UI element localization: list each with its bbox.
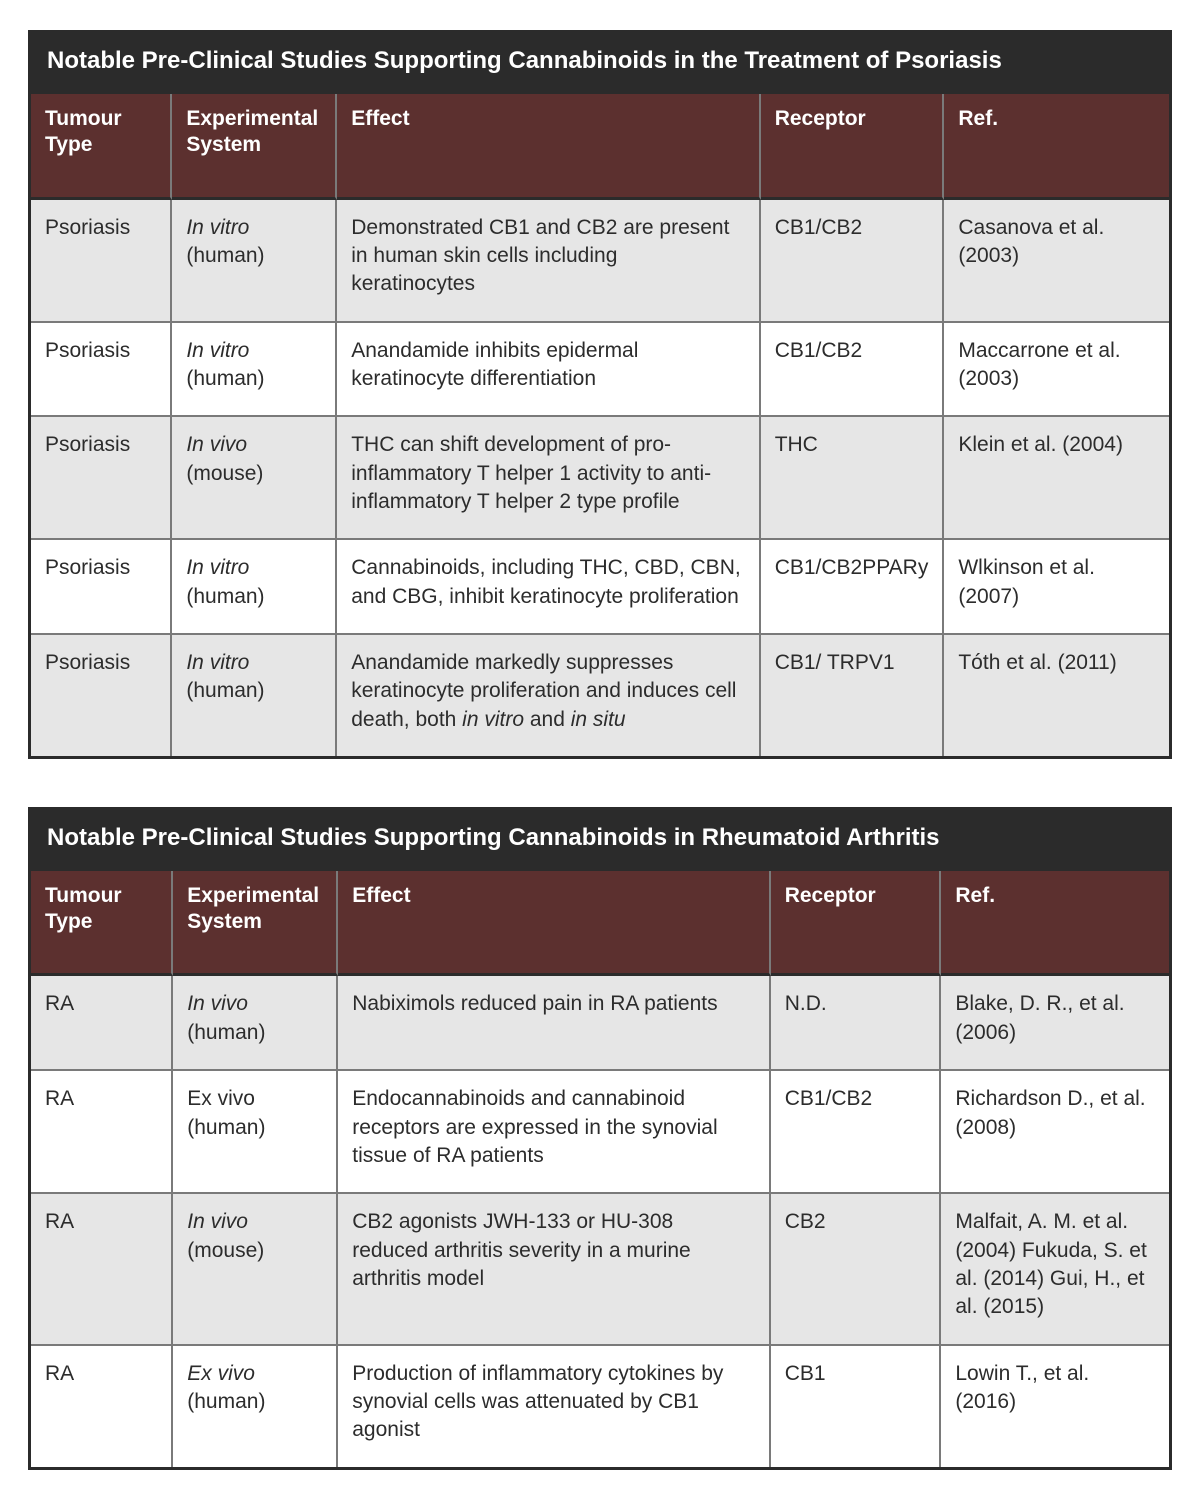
cell-tumour-type: Psoriasis xyxy=(31,200,172,323)
studies-table: Notable Pre-Clinical Studies Supporting … xyxy=(28,807,1172,1470)
cell-effect: Demonstrated CB1 and CB2 are present in … xyxy=(337,200,760,323)
cell-effect: THC can shift development of pro-inflamm… xyxy=(337,417,760,540)
studies-table: Notable Pre-Clinical Studies Supporting … xyxy=(28,30,1172,759)
table-row: RAIn vivo (human)Nabiximols reduced pain… xyxy=(31,976,1169,1071)
cell-tumour-type: Psoriasis xyxy=(31,323,172,418)
cell-effect: Cannabinoids, including THC, CBD, CBN, a… xyxy=(337,540,760,635)
cell-receptor: CB1/ TRPV1 xyxy=(761,635,945,756)
cell-receptor: N.D. xyxy=(771,976,942,1071)
system-italic: In vitro xyxy=(186,556,249,579)
cell-tumour-type: RA xyxy=(31,1346,173,1467)
system-italic: In vivo xyxy=(187,992,248,1015)
table-row: RA Ex vivo (human) Endocannabinoids and ca… xyxy=(31,1071,1169,1194)
system-plain: (human) xyxy=(187,1021,265,1044)
system-plain: (human) xyxy=(186,679,264,702)
cell-tumour-type: RA xyxy=(31,976,173,1071)
effect-italic-segment: in vitro xyxy=(462,708,524,731)
column-header: Receptor xyxy=(771,871,942,977)
effect-segment: and xyxy=(524,708,571,731)
effect-segment: Nabiximols reduced pain in RA patients xyxy=(352,992,717,1015)
cell-experimental-system: In vivo (mouse) xyxy=(172,417,337,540)
effect-segment: Cannabinoids, including THC, CBD, CBN, a… xyxy=(351,556,740,607)
effect-segment: Endocannabinoids and cannabinoid recepto… xyxy=(352,1087,717,1167)
cell-receptor: CB1/CB2 xyxy=(761,200,945,323)
system-italic: In vitro xyxy=(186,216,249,239)
table-row: PsoriasisIn vitro (human)Cannabinoids, i… xyxy=(31,540,1169,635)
cell-effect: Nabiximols reduced pain in RA patients xyxy=(338,976,770,1071)
table-title: Notable Pre-Clinical Studies Supporting … xyxy=(31,810,1169,871)
tables-container: Notable Pre-Clinical Studies Supporting … xyxy=(28,30,1172,1470)
column-header: Ref. xyxy=(941,871,1169,977)
cell-tumour-type: Psoriasis xyxy=(31,635,172,756)
effect-segment: THC can shift development of pro-inflamm… xyxy=(351,433,711,513)
cell-experimental-system: In vitro (human) xyxy=(172,323,337,418)
effect-italic-segment: in situ xyxy=(571,708,626,731)
table-row: PsoriasisIn vitro (human)Demonstrated CB… xyxy=(31,200,1169,323)
cell-experimental-system: In vitro (human) xyxy=(172,635,337,756)
column-header: Tumour Type xyxy=(31,871,173,977)
cell-experimental-system: Ex vivo (human) xyxy=(173,1346,338,1467)
system-plain: (human) xyxy=(186,367,264,390)
cell-experimental-system: In vitro (human) xyxy=(172,540,337,635)
system-plain: (mouse) xyxy=(186,462,263,485)
cell-receptor: CB1/CB2 xyxy=(761,323,945,418)
cell-reference: Tóth et al. (2011) xyxy=(944,635,1169,756)
cell-experimental-system: In vitro (human) xyxy=(172,200,337,323)
cell-tumour-type: RA xyxy=(31,1194,173,1345)
system-italic: Ex vivo xyxy=(187,1362,255,1385)
cell-reference: Lowin T., et al. (2016) xyxy=(941,1346,1169,1467)
cell-reference: Wlkinson et al. (2007) xyxy=(944,540,1169,635)
effect-segment: CB2 agonists JWH-133 or HU-308 reduced a… xyxy=(352,1210,690,1290)
cell-effect: CB2 agonists JWH-133 or HU-308 reduced a… xyxy=(338,1194,770,1345)
column-header: Effect xyxy=(338,871,770,977)
cell-reference: Malfait, A. M. et al. (2004) Fukuda, S. … xyxy=(941,1194,1169,1345)
system-italic: In vitro xyxy=(186,651,249,674)
cell-receptor: CB2 xyxy=(771,1194,942,1345)
cell-effect: Anandamide markedly suppresses keratinoc… xyxy=(337,635,760,756)
system-italic: In vivo xyxy=(186,433,247,456)
cell-receptor: CB1/CB2 xyxy=(771,1071,942,1194)
cell-reference: Blake, D. R., et al. (2006) xyxy=(941,976,1169,1071)
table-row: RAIn vivo (mouse)CB2 agonists JWH-133 or… xyxy=(31,1194,1169,1345)
cell-reference: Maccarrone et al. (2003) xyxy=(944,323,1169,418)
cell-tumour-type: RA xyxy=(31,1071,173,1194)
table-row: PsoriasisIn vitro (human)Anandamide inhi… xyxy=(31,323,1169,418)
system-plain: Ex vivo (human) xyxy=(187,1087,265,1138)
cell-experimental-system: Ex vivo (human) xyxy=(173,1071,338,1194)
system-plain: (human) xyxy=(187,1390,265,1413)
cell-receptor: THC xyxy=(761,417,945,540)
system-plain: (human) xyxy=(186,585,264,608)
cell-receptor: CB1 xyxy=(771,1346,942,1467)
column-header: Ref. xyxy=(944,94,1169,200)
cell-effect: Endocannabinoids and cannabinoid recepto… xyxy=(338,1071,770,1194)
cell-reference: Richardson D., et al. (2008) xyxy=(941,1071,1169,1194)
cell-effect: Anandamide inhibits epidermal keratinocy… xyxy=(337,323,760,418)
effect-segment: Production of inflammatory cytokines by … xyxy=(352,1362,723,1442)
cell-tumour-type: Psoriasis xyxy=(31,540,172,635)
column-header: Receptor xyxy=(761,94,945,200)
cell-experimental-system: In vivo (human) xyxy=(173,976,338,1071)
table-title: Notable Pre-Clinical Studies Supporting … xyxy=(31,33,1169,94)
column-header: Effect xyxy=(337,94,760,200)
system-plain: (human) xyxy=(186,244,264,267)
cell-reference: Casanova et al. (2003) xyxy=(944,200,1169,323)
effect-segment: Anandamide inhibits epidermal keratinocy… xyxy=(351,339,638,390)
cell-effect: Production of inflammatory cytokines by … xyxy=(338,1346,770,1467)
column-header: Experimental System xyxy=(173,871,338,977)
cell-reference: Klein et al. (2004) xyxy=(944,417,1169,540)
cell-receptor: CB1/CB2PPARy xyxy=(761,540,945,635)
column-header: Experimental System xyxy=(172,94,337,200)
table-row: PsoriasisIn vivo (mouse)THC can shift de… xyxy=(31,417,1169,540)
system-italic: In vivo xyxy=(187,1210,248,1233)
table-row: RAEx vivo (human)Production of inflammat… xyxy=(31,1346,1169,1467)
cell-experimental-system: In vivo (mouse) xyxy=(173,1194,338,1345)
effect-segment: Demonstrated CB1 and CB2 are present in … xyxy=(351,216,729,296)
system-italic: In vitro xyxy=(186,339,249,362)
table-row: PsoriasisIn vitro (human)Anandamide mark… xyxy=(31,635,1169,756)
system-plain: (mouse) xyxy=(187,1239,264,1262)
cell-tumour-type: Psoriasis xyxy=(31,417,172,540)
column-header: Tumour Type xyxy=(31,94,172,200)
